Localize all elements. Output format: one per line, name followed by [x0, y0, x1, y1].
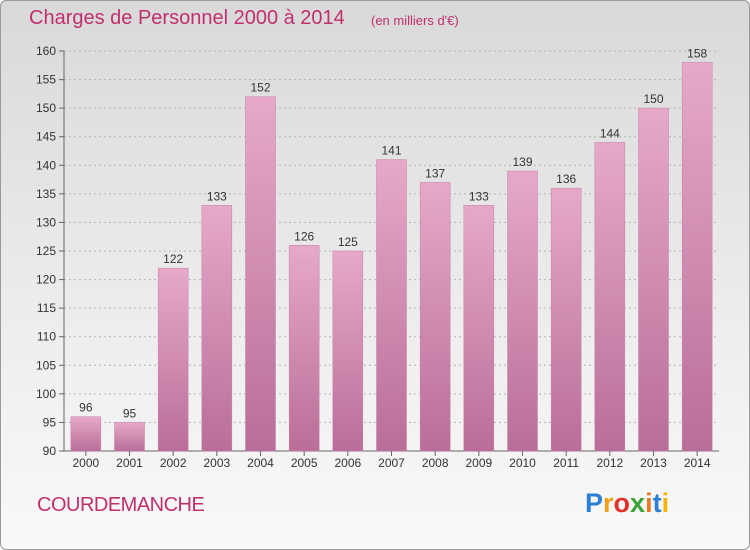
y-tick-label: 105 [36, 358, 56, 372]
y-tick-label: 110 [37, 330, 56, 344]
x-tick-label: 2010 [509, 456, 536, 470]
x-tick-label: 2013 [640, 456, 667, 470]
x-tick-label: 2009 [465, 456, 492, 470]
y-tick-label: 100 [36, 387, 56, 401]
brand-letter: i [645, 488, 653, 518]
y-tick-label: 150 [36, 101, 56, 115]
bar [550, 187, 582, 452]
data-label: 137 [425, 166, 445, 180]
data-label: 133 [469, 189, 489, 203]
x-tick-label: 2006 [334, 456, 361, 470]
y-tick-label: 125 [36, 244, 56, 258]
brand-letter: o [613, 488, 631, 518]
bar [245, 96, 276, 452]
y-tick-label: 95 [43, 415, 57, 429]
x-tick-label: 2014 [684, 456, 711, 470]
x-tick-label: 2000 [72, 456, 99, 470]
y-tick-label: 130 [36, 215, 56, 229]
x-tick-label: 2003 [203, 456, 230, 470]
bar [419, 182, 451, 452]
data-label: 150 [643, 92, 663, 106]
x-tick-label: 2001 [116, 456, 143, 470]
chart-subtitle: (en milliers d'€) [371, 13, 459, 28]
brand-letter: r [603, 488, 614, 518]
bar [157, 267, 189, 452]
x-tick-label: 2007 [378, 456, 405, 470]
bar [114, 422, 145, 452]
x-tick-label: 2005 [291, 456, 318, 470]
data-label: 122 [163, 252, 183, 266]
x-tick-label: 2002 [160, 456, 187, 470]
brand-letter: i [661, 488, 670, 518]
y-tick-label: 90 [43, 444, 57, 458]
commune-name: COURDEMANCHE [37, 494, 205, 516]
bar [594, 142, 626, 452]
data-label: 152 [250, 81, 270, 95]
y-tick-label: 135 [36, 187, 56, 201]
data-label: 125 [338, 235, 358, 249]
y-tick-label: 160 [36, 44, 56, 58]
data-label: 141 [381, 144, 401, 158]
bar [507, 170, 538, 452]
bar [638, 107, 669, 452]
x-tick-label: 2008 [422, 456, 449, 470]
data-label: 136 [556, 172, 576, 186]
bar [70, 416, 102, 452]
y-tick-label: 115 [37, 301, 56, 315]
data-label: 144 [600, 126, 620, 140]
bar [201, 205, 233, 452]
bar [376, 159, 407, 452]
y-tick-label: 140 [36, 158, 56, 172]
bar [681, 62, 713, 452]
data-label: 126 [294, 229, 314, 243]
brand-letter: t [652, 488, 662, 518]
data-label: 139 [512, 155, 532, 169]
brand-letter: P [585, 488, 604, 518]
data-label: 133 [207, 189, 227, 203]
bar [463, 205, 495, 452]
y-tick-label: 155 [36, 73, 56, 87]
brand-letter: x [630, 488, 646, 518]
bar [332, 250, 364, 452]
y-tick-label: 120 [36, 273, 56, 287]
data-label: 96 [79, 401, 93, 415]
bar [288, 245, 320, 452]
chart-title: Charges de Personnel 2000 à 2014 [29, 7, 345, 29]
proxiti-logo: Proxiti [585, 488, 669, 519]
x-tick-label: 2012 [596, 456, 623, 470]
y-tick-label: 145 [36, 130, 56, 144]
data-label: 95 [123, 406, 137, 420]
x-tick-label: 2011 [553, 456, 579, 470]
data-label: 158 [687, 46, 707, 60]
x-tick-label: 2004 [247, 456, 274, 470]
